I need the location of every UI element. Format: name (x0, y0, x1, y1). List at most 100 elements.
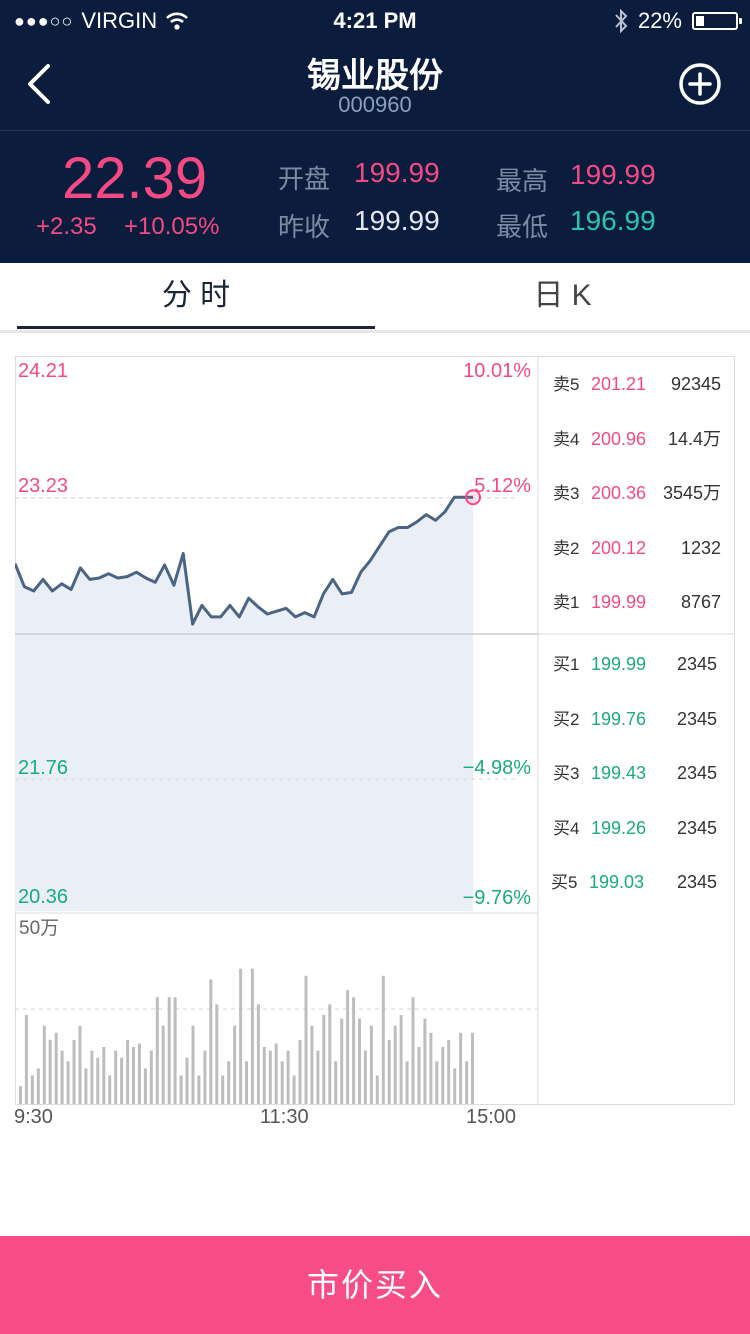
order-book-sell: 卖5 201.21 92345 卖4 200.96 14.4万 卖3 200.3… (553, 374, 721, 612)
x-tick-label: 15:00 (466, 1106, 517, 1128)
price-label-top: 24.21 (18, 360, 68, 382)
high-value: 199.99 (570, 159, 656, 190)
buy-row-qty: 2345 (677, 872, 717, 892)
volume-bar (36, 1068, 40, 1104)
volume-bar (90, 1050, 94, 1104)
volume-bar (132, 1047, 135, 1104)
sell-row-label: 卖5 (553, 375, 579, 394)
volume-bar (185, 1057, 189, 1104)
volume-bar (72, 1039, 76, 1104)
sell-row-qty: 92345 (671, 374, 721, 394)
volume-bar (245, 1061, 248, 1104)
volume-bar (310, 1025, 314, 1104)
chart-tabs: 分 时 日 K (0, 262, 750, 333)
volume-bar (60, 1050, 64, 1104)
buy-row-price: 199.43 (591, 763, 646, 783)
sell-row-qty: 1232 (681, 538, 721, 558)
buy-row-label: 买1 (553, 655, 579, 674)
volume-bar (441, 1047, 445, 1104)
price-change-percent: +10.05% (124, 213, 220, 240)
volume-bar (447, 1039, 451, 1104)
volume-bar (96, 1057, 100, 1104)
volume-bar (316, 1050, 320, 1104)
sell-row-price: 200.12 (591, 538, 646, 558)
volume-bar (411, 997, 415, 1104)
back-chevron-icon[interactable] (22, 60, 62, 108)
volume-bar (167, 997, 171, 1104)
volume-bar (417, 1047, 421, 1104)
tab-daily-k[interactable]: 日 K (533, 279, 592, 312)
volume-bar (292, 1075, 296, 1104)
volume-bar (126, 1039, 130, 1104)
sell-row-label: 卖2 (553, 539, 579, 558)
status-bar: ●●●○○ VIRGIN 4:21 PM 22% (0, 0, 750, 40)
battery-percent: 22% (637, 8, 682, 33)
volume-bar (108, 1075, 112, 1104)
volume-bar (453, 1068, 457, 1104)
buy-row-qty: 2345 (677, 709, 717, 729)
volume-bar (346, 990, 350, 1104)
prev-close-value: 199.99 (354, 205, 440, 236)
volume-bar (399, 1015, 403, 1104)
volume-bar (221, 1075, 225, 1104)
volume-bar (322, 1015, 326, 1104)
volume-bar (363, 1050, 367, 1104)
volume-bar (262, 1047, 266, 1104)
price-area (15, 497, 473, 911)
current-price: 22.39 (62, 146, 208, 211)
volume-bar (369, 1025, 373, 1104)
volume-bar (423, 1018, 427, 1104)
status-left: ●●●○○ VIRGIN (14, 8, 189, 34)
status-right: 22% (614, 8, 742, 34)
volume-bar (280, 1061, 284, 1104)
signal-strength-icon: ●●●○○ (14, 10, 74, 31)
intraday-chart: 24.21 23.23 21.76 20.36 10.01% 5.12% −4.… (15, 356, 735, 1106)
order-book-buy: 买1 199.99 2345 买2 199.76 2345 买3 199.43 … (551, 654, 717, 892)
volume-bar (209, 979, 213, 1104)
tab-intraday[interactable]: 分 时 (161, 279, 231, 312)
volume-bar (471, 1032, 474, 1104)
volume-bar (114, 1050, 118, 1104)
volume-bar (375, 1075, 379, 1104)
sell-row-label: 卖3 (553, 484, 579, 503)
volume-bar (239, 968, 243, 1104)
pct-label-top: 10.01% (463, 360, 531, 382)
volume-bar (256, 1004, 260, 1104)
buy-row-price: 199.76 (591, 709, 646, 729)
sell-row-price: 201.21 (591, 374, 646, 394)
price-line (15, 495, 473, 626)
add-watchlist-icon[interactable] (678, 62, 722, 106)
volume-bar (42, 1025, 46, 1104)
volume-bar (393, 1025, 397, 1104)
pct-label-bottom: −9.76% (463, 887, 532, 909)
quote-panel: 22.39 +2.35 +10.05% 开盘 199.99 昨收 199.99 … (0, 130, 750, 263)
buy-row-price: 199.03 (589, 872, 644, 892)
last-price-marker (465, 489, 481, 506)
price-label-bottom: 20.36 (18, 886, 68, 908)
volume-bar (227, 1061, 231, 1104)
prev-close-label: 昨收 (278, 212, 331, 242)
sell-row-price: 200.36 (591, 483, 646, 503)
chart-canvas: 24.21 23.23 21.76 20.36 10.01% 5.12% −4.… (15, 356, 735, 1105)
sell-row-label: 卖1 (553, 593, 579, 612)
volume-bar (197, 1075, 201, 1104)
volume-bar (250, 968, 254, 1104)
sell-row-qty: 14.4万 (668, 429, 721, 449)
volume-bar (268, 1050, 272, 1104)
battery-icon (692, 12, 742, 30)
volume-bar (143, 1068, 147, 1104)
volume-bar (233, 1025, 237, 1104)
volume-bar (48, 1039, 52, 1104)
sell-row-qty: 3545万 (663, 483, 721, 503)
buy-row-qty: 2345 (677, 763, 717, 783)
market-buy-button[interactable]: 市价买入 (0, 1236, 750, 1334)
last-price-ring (465, 489, 481, 506)
volume-bar (381, 975, 385, 1104)
volume-bar (19, 1086, 22, 1104)
volume-bar (102, 1047, 106, 1104)
volume-bar (274, 1043, 278, 1104)
volume-label: 50万 (19, 918, 59, 939)
volume-bar (203, 1050, 207, 1104)
volume-bar (328, 1004, 332, 1104)
x-tick-label: 11:30 (260, 1106, 309, 1128)
